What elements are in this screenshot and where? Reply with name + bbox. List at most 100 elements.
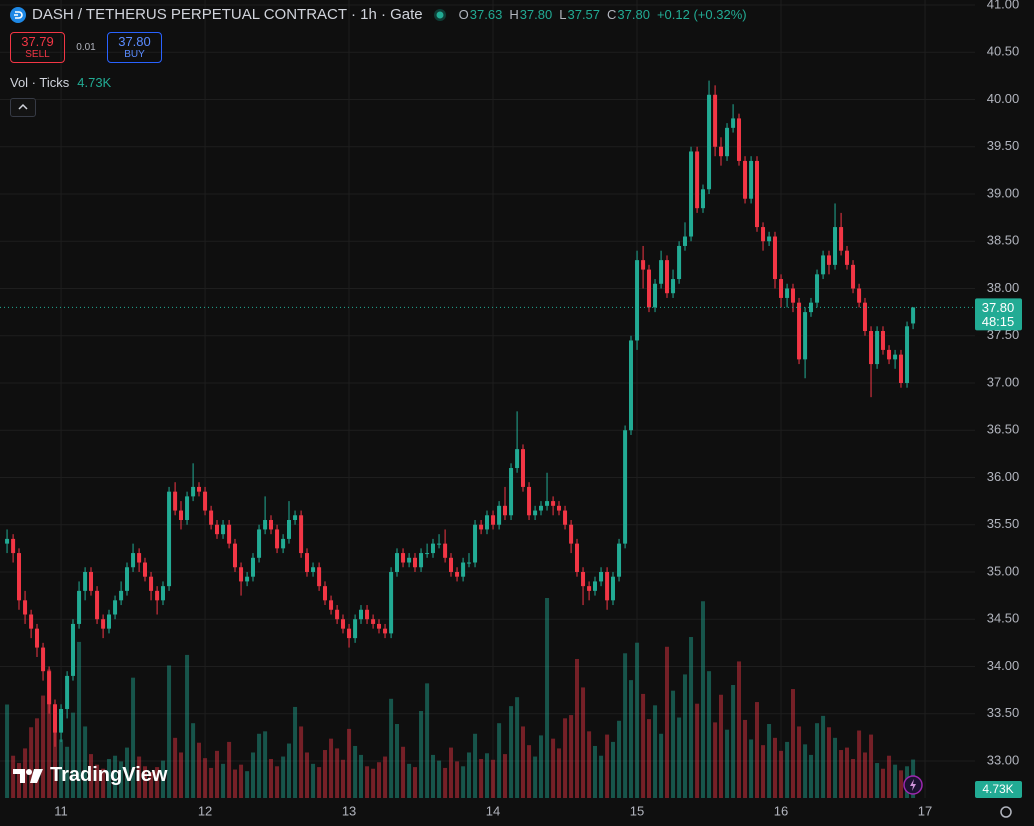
candle-body bbox=[17, 553, 22, 601]
candle-body bbox=[317, 567, 322, 587]
y-tick-label: 41.00 bbox=[987, 0, 1020, 11]
ohlc-value: 37.80 bbox=[519, 7, 553, 22]
volume-bar bbox=[826, 727, 831, 798]
spread: 0.01 bbox=[76, 42, 96, 53]
volume-bar bbox=[17, 763, 22, 798]
candle-body bbox=[689, 151, 694, 237]
volume-bar bbox=[569, 715, 574, 798]
volume-bar bbox=[574, 658, 579, 798]
volume-bar bbox=[161, 760, 166, 798]
candle-body bbox=[473, 524, 478, 563]
candle-body bbox=[808, 302, 813, 313]
buy-price: 37.80 bbox=[118, 33, 151, 49]
volume-legend-label[interactable]: Vol · Ticks bbox=[10, 75, 70, 90]
candle-body bbox=[203, 491, 208, 511]
volume-bar bbox=[155, 767, 160, 798]
volume-bar bbox=[173, 737, 178, 798]
volume-bar bbox=[520, 726, 525, 798]
volume-bar bbox=[803, 744, 808, 798]
symbol-icon bbox=[10, 6, 26, 23]
candle-body bbox=[29, 614, 34, 629]
volume-bar bbox=[215, 750, 220, 798]
volume-bar bbox=[329, 738, 334, 798]
x-tick-label: 16 bbox=[774, 803, 788, 818]
y-tick-label: 33.00 bbox=[987, 752, 1020, 767]
volume-bar bbox=[833, 737, 838, 798]
candle-body bbox=[628, 340, 633, 431]
volume-bar bbox=[419, 711, 424, 798]
candle-body bbox=[179, 510, 184, 520]
ohlc-value: 37.80 bbox=[617, 7, 650, 22]
volume-bar bbox=[257, 733, 262, 798]
volume-bar bbox=[754, 702, 759, 798]
candle-body bbox=[347, 628, 352, 639]
y-tick-label: 34.00 bbox=[987, 658, 1020, 673]
volume-bar bbox=[857, 730, 862, 798]
y-tick-label: 36.00 bbox=[987, 469, 1020, 484]
volume-bar bbox=[605, 734, 610, 798]
candle-body bbox=[779, 279, 784, 298]
collapse-icon bbox=[18, 103, 28, 110]
volume-bar bbox=[437, 760, 442, 798]
volume-bar bbox=[335, 748, 340, 798]
y-tick-label: 34.50 bbox=[987, 611, 1020, 626]
volume-bar bbox=[718, 694, 723, 798]
candle-body bbox=[509, 468, 514, 516]
volume-bar bbox=[430, 754, 435, 798]
volume-bar bbox=[808, 754, 813, 798]
candle-body bbox=[107, 614, 112, 629]
volume-bar bbox=[767, 724, 772, 798]
volume-bar bbox=[527, 745, 532, 798]
candle-body bbox=[41, 647, 46, 672]
candle-body bbox=[281, 538, 286, 549]
volume-bar bbox=[689, 637, 694, 798]
y-tick-label: 40.00 bbox=[987, 91, 1020, 106]
volume-bar bbox=[455, 761, 460, 798]
candle-body bbox=[35, 628, 40, 648]
ohlc-values: O37.63 H37.80 L37.57 C37.80 +0.12 (+0.32… bbox=[459, 7, 747, 22]
volume-bar bbox=[239, 764, 244, 798]
price-change: +0.12 (+0.32%) bbox=[656, 7, 747, 22]
candle-body bbox=[700, 189, 705, 209]
candle-body bbox=[659, 260, 664, 284]
y-tick-label: 35.50 bbox=[987, 516, 1020, 531]
candle-body bbox=[497, 505, 502, 525]
volume-bar bbox=[340, 759, 345, 798]
candle-body bbox=[623, 430, 628, 544]
candle-body bbox=[707, 94, 712, 190]
candle-body bbox=[173, 491, 178, 511]
volume-bar bbox=[35, 718, 40, 798]
y-tick-label: 39.50 bbox=[987, 138, 1020, 153]
candle-body bbox=[448, 557, 453, 572]
volume-bar bbox=[407, 763, 412, 798]
collapse-button[interactable] bbox=[10, 98, 36, 117]
sell-button[interactable]: 37.79 SELL bbox=[10, 32, 65, 63]
settings-button[interactable] bbox=[1000, 806, 1012, 818]
candle-body bbox=[430, 543, 435, 554]
candle-body bbox=[65, 675, 70, 709]
volume-bar bbox=[461, 766, 466, 798]
volume-bar bbox=[473, 733, 478, 798]
symbol-title[interactable]: DASH / TETHERUS PERPETUAL CONTRACT · 1h … bbox=[32, 6, 423, 23]
volume-bar bbox=[664, 646, 669, 798]
volume-bar bbox=[89, 754, 94, 798]
candle-body bbox=[875, 331, 880, 365]
volume-bar bbox=[293, 706, 298, 798]
buy-button[interactable]: 37.80 BUY bbox=[107, 32, 162, 63]
y-tick-label: 38.00 bbox=[987, 280, 1020, 295]
volume-bar bbox=[556, 748, 561, 798]
volume-bar bbox=[353, 745, 358, 798]
volume-bar bbox=[197, 742, 202, 798]
volume-bar bbox=[497, 723, 502, 798]
candle-body bbox=[671, 279, 676, 294]
candle-body bbox=[407, 557, 412, 563]
volume-bar bbox=[203, 758, 208, 798]
brand-name: TradingView bbox=[50, 764, 168, 786]
volume-bar bbox=[851, 758, 856, 798]
volume-bar bbox=[263, 731, 268, 798]
volume-bar bbox=[311, 763, 316, 798]
candle-body bbox=[251, 557, 256, 577]
volume-bar bbox=[371, 768, 376, 798]
candle-body bbox=[335, 609, 340, 620]
candle-body bbox=[47, 671, 52, 705]
